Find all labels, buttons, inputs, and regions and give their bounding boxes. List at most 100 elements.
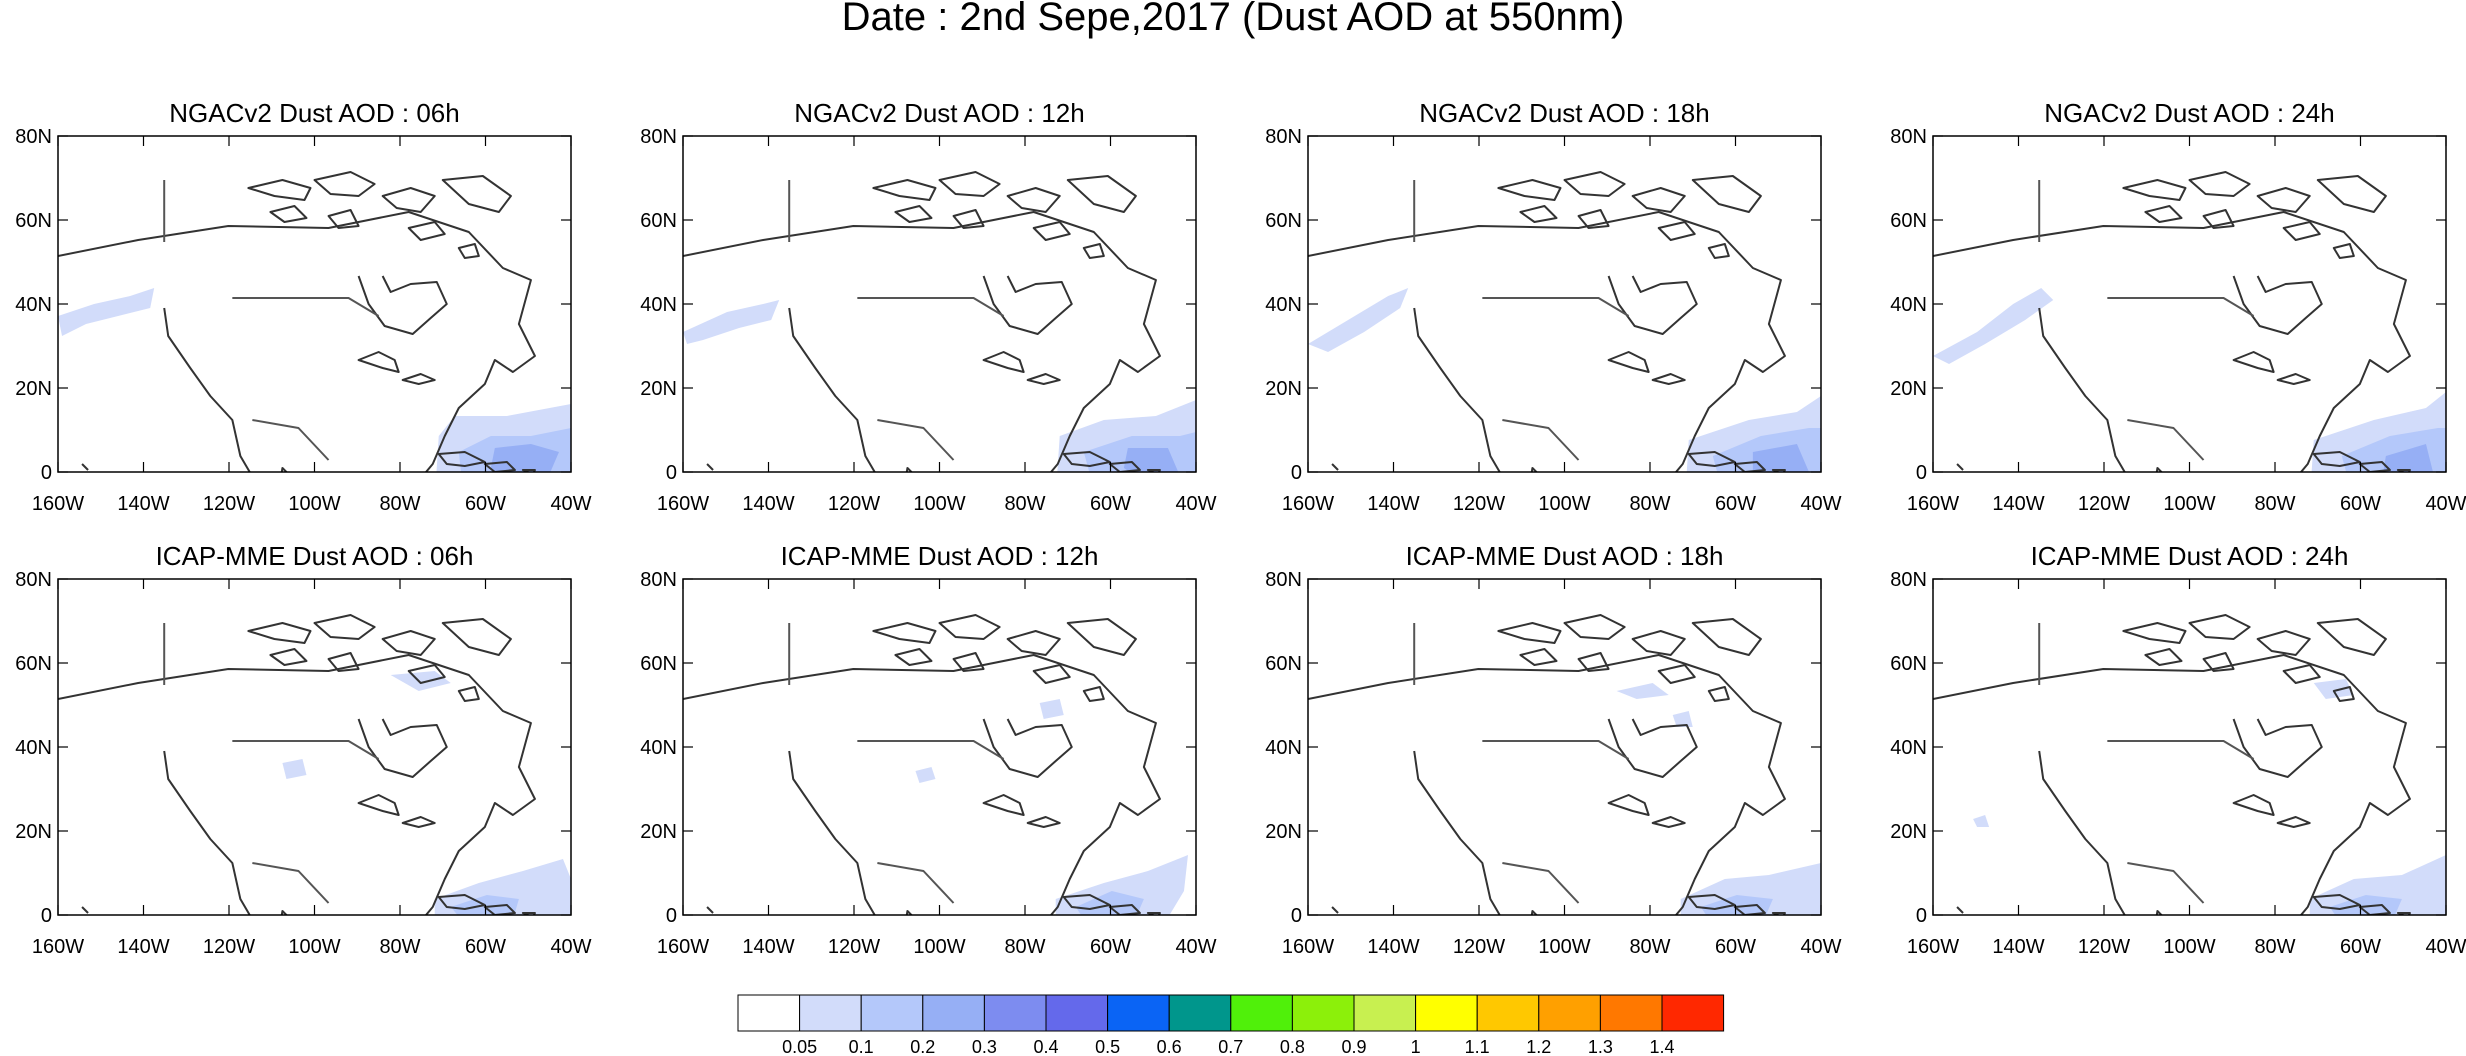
y-tick-label: 60N <box>1890 653 1927 675</box>
y-tick-label: 0 <box>1291 462 1302 484</box>
x-tick-label: 160W <box>1282 493 1334 515</box>
x-tick-label: 160W <box>657 493 709 515</box>
panel-title: ICAP-MME Dust AOD : 18h <box>1406 541 1724 571</box>
x-tick-label: 40W <box>1800 936 1841 958</box>
colorbar-label: 0.05 <box>782 1037 817 1056</box>
map-panel: ICAP-MME Dust AOD : 18h 160W 140W 120W 100W 8… <box>1265 541 1841 958</box>
x-tick-label: 100W <box>913 936 965 958</box>
y-tick-label: 80N <box>15 126 52 148</box>
x-tick-label: 120W <box>203 936 255 958</box>
y-tick-label: 0 <box>666 462 677 484</box>
y-tick-label: 40N <box>640 294 677 316</box>
x-tick-label: 160W <box>1282 936 1334 958</box>
x-tick-label: 140W <box>1367 936 1419 958</box>
colorbar-swatch <box>1538 994 1601 1032</box>
y-tick-label: 60N <box>1890 210 1927 232</box>
x-tick-label: 100W <box>1538 936 1590 958</box>
x-tick-label: 140W <box>1992 936 2044 958</box>
x-tick-label: 140W <box>1367 493 1419 515</box>
x-tick-label: 160W <box>657 936 709 958</box>
x-tick-label: 60W <box>2340 936 2381 958</box>
y-tick-label: 60N <box>15 653 52 675</box>
map-frame <box>1307 578 1822 916</box>
x-tick-label: 80W <box>1004 936 1045 958</box>
colorbar-swatch <box>1476 994 1540 1032</box>
colorbar-label: 0.8 <box>1280 1037 1305 1056</box>
dust-aod-field <box>1933 170 2446 472</box>
x-tick-label: 80W <box>2254 493 2295 515</box>
colorbar-swatch <box>799 994 862 1032</box>
x-tick-label: 120W <box>1453 936 1505 958</box>
y-tick-label: 60N <box>640 210 677 232</box>
y-tick-label: 20N <box>1265 378 1302 400</box>
y-tick-label: 60N <box>640 653 677 675</box>
y-tick-label: 40N <box>640 737 677 759</box>
x-tick-label: 100W <box>288 493 340 515</box>
x-tick-label: 40W <box>2425 493 2466 515</box>
x-tick-label: 120W <box>828 936 880 958</box>
y-tick-label: 0 <box>1916 462 1927 484</box>
figure-title: Date : 2nd Sepe,2017 (Dust AOD at 550nm) <box>842 0 1625 39</box>
y-tick-label: 40N <box>15 737 52 759</box>
dust-aod-field <box>683 170 1196 472</box>
map-frame <box>57 578 572 916</box>
x-tick-label: 80W <box>1004 493 1045 515</box>
map-panel: NGACv2 Dust AOD : 12h 160W 140W 120W 100W 80W… <box>640 98 1216 515</box>
colorbar-label: 0.6 <box>1157 1037 1182 1056</box>
panel-title: NGACv2 Dust AOD : 18h <box>1419 98 1709 128</box>
x-tick-label: 60W <box>2340 493 2381 515</box>
x-tick-label: 80W <box>379 936 420 958</box>
x-tick-label: 120W <box>2078 936 2130 958</box>
x-tick-label: 120W <box>1453 493 1505 515</box>
x-tick-label: 140W <box>742 493 794 515</box>
y-tick-label: 20N <box>640 821 677 843</box>
x-tick-label: 60W <box>465 936 506 958</box>
x-tick-label: 100W <box>288 936 340 958</box>
x-tick-label: 100W <box>2163 936 2215 958</box>
panel-title: ICAP-MME Dust AOD : 24h <box>2031 541 2349 571</box>
x-tick-label: 60W <box>1715 936 1756 958</box>
x-tick-label: 160W <box>1907 936 1959 958</box>
map-frame <box>682 578 1197 916</box>
panel-title: ICAP-MME Dust AOD : 12h <box>781 541 1099 571</box>
x-tick-label: 160W <box>1907 493 1959 515</box>
colorbar-swatch <box>737 994 801 1032</box>
x-tick-label: 100W <box>913 493 965 515</box>
colorbar-label: 0.7 <box>1218 1037 1243 1056</box>
dust-aod-field <box>58 170 571 472</box>
x-tick-label: 80W <box>1629 936 1670 958</box>
colorbar-swatch <box>1230 994 1293 1032</box>
coastline <box>1308 613 1821 915</box>
colorbar-swatch <box>922 994 985 1032</box>
colorbar-label: 0.4 <box>1033 1037 1058 1056</box>
map-panel: ICAP-MME Dust AOD : 24h 160W 140W 120W 100W 8… <box>1890 541 2466 958</box>
colorbar-label: 0.9 <box>1341 1037 1366 1056</box>
x-tick-label: 40W <box>2425 936 2466 958</box>
map-panel: NGACv2 Dust AOD : 24h 160W 140W 120W 100W 80W… <box>1890 98 2466 515</box>
y-tick-label: 0 <box>1916 905 1927 927</box>
colorbar-label: 1.3 <box>1588 1037 1613 1056</box>
y-tick-label: 20N <box>15 378 52 400</box>
y-tick-label: 60N <box>15 210 52 232</box>
dust-aod-field <box>683 613 1196 915</box>
x-tick-label: 140W <box>117 936 169 958</box>
x-tick-label: 120W <box>828 493 880 515</box>
colorbar-swatch <box>983 994 1047 1032</box>
dust-aod-field <box>58 613 571 915</box>
colorbar-swatch <box>1291 994 1355 1032</box>
colorbar-swatch <box>1045 994 1109 1032</box>
y-tick-label: 0 <box>41 462 52 484</box>
coastline <box>1933 613 2446 915</box>
y-tick-label: 0 <box>666 905 677 927</box>
y-tick-label: 40N <box>1890 737 1927 759</box>
x-tick-label: 40W <box>550 493 591 515</box>
coastline <box>683 613 1196 915</box>
y-tick-label: 0 <box>1291 905 1302 927</box>
panel-title: ICAP-MME Dust AOD : 06h <box>156 541 474 571</box>
colorbar-label: 1 <box>1411 1037 1421 1056</box>
map-frame <box>1932 578 2447 916</box>
x-tick-label: 140W <box>1992 493 2044 515</box>
y-tick-label: 80N <box>1265 126 1302 148</box>
x-tick-label: 80W <box>1629 493 1670 515</box>
